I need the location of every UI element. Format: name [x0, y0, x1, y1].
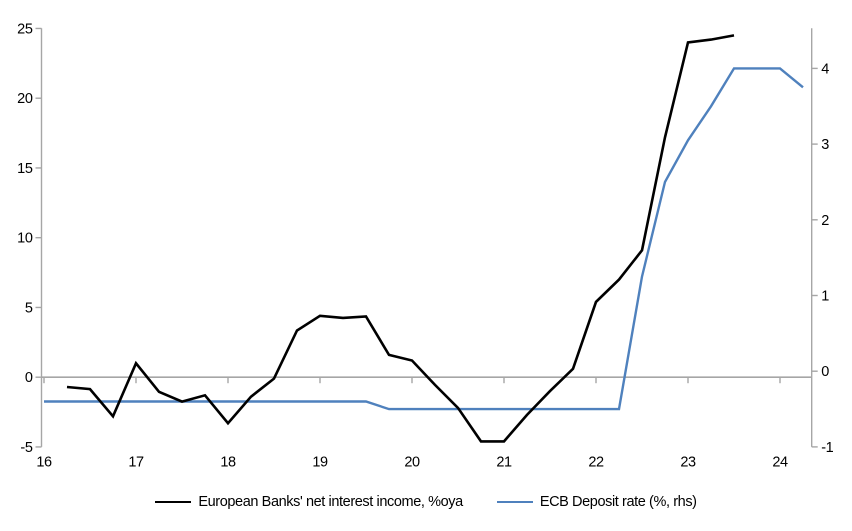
y-left-tick-label: -5: [20, 440, 32, 456]
x-tick-label: 16: [36, 455, 52, 471]
chart-legend: European Banks' net interest income, %oy…: [0, 491, 852, 513]
y-left-tick-label: 25: [17, 21, 33, 37]
legend-line-black: [155, 501, 192, 503]
y-right-tick-label: 3: [821, 137, 829, 153]
legend-label-ecb: ECB Deposit rate (%, rhs): [539, 494, 697, 510]
series-ecb-line: [44, 67, 804, 411]
x-tick-label: 19: [312, 455, 328, 471]
legend-item-ecb: ECB Deposit rate (%, rhs): [496, 494, 697, 510]
y-left-tick-label: 15: [17, 161, 33, 177]
y-right-tick-label: 1: [821, 289, 829, 305]
series-nii-line: [66, 34, 735, 443]
y-axis-right: 4 3 2 1 0 -1: [811, 28, 834, 456]
x-tick-label: 22: [588, 455, 604, 471]
x-tick-label: 21: [496, 455, 512, 471]
x-tick-label: 18: [220, 455, 236, 471]
x-tick-label: 24: [772, 455, 788, 471]
x-tick-label: 20: [404, 455, 420, 471]
legend-line-blue: [496, 501, 533, 503]
y-right-tick-label: -1: [821, 440, 833, 456]
y-right-tick-label: 4: [821, 61, 829, 77]
x-tick-label: 23: [680, 455, 696, 471]
x-tick-label: 17: [128, 455, 144, 471]
y-left-tick-label: 20: [17, 91, 33, 107]
y-left-tick-label: 5: [25, 300, 33, 316]
y-left-tick-label: 0: [25, 370, 33, 386]
y-left-tick-label: 10: [17, 231, 33, 247]
y-axis-left: 25 20 15 10 5 0 -5: [17, 21, 43, 456]
legend-label-nii: European Banks' net interest income, %oy…: [198, 494, 463, 510]
y-right-tick-label: 2: [821, 213, 829, 229]
legend-item-nii: European Banks' net interest income, %oy…: [155, 494, 463, 510]
y-right-tick-label: 0: [821, 364, 829, 380]
x-axis: 16 17 18 19 20 21 22 23 24: [36, 376, 812, 471]
